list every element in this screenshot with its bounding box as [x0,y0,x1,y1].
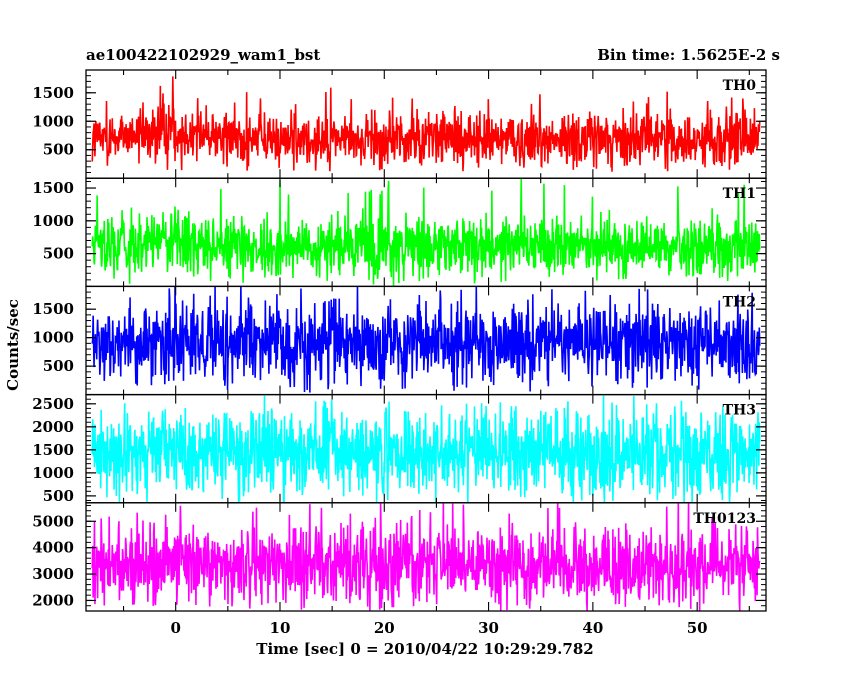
y-tick-label: 2000 [32,418,74,436]
x-tick-label: 20 [374,619,395,637]
y-axis-label: Counts/sec [4,299,22,391]
x-tick-label: 0 [170,619,180,637]
x-tick-label: 30 [478,619,499,637]
panel-th0123: 2000 3000 4000 5000 TH0123 [32,502,767,612]
panel-label-th3: TH3 [723,403,756,419]
y-tick-label: 3000 [32,565,74,583]
series-th0123-line [91,502,761,611]
y-tick-label: 500 [43,487,74,505]
series-th3-line [91,395,761,503]
panel-th1: 500 1000 1500 TH1 [32,177,767,288]
y-tick-label: 500 [43,141,74,159]
panels-layer: 500 1000 1500 TH0 500 1000 1500 TH1 500 1000 1500 T… [32,69,767,612]
chart-title-left: ae100422102929_wam1_bst [86,46,320,64]
x-tick-label: 50 [687,619,708,637]
x-tick-label: 10 [270,619,291,637]
panel-th2: 500 1000 1500 TH2 [32,285,767,396]
y-tick-label: 1000 [32,464,74,482]
panel-label-th2: TH2 [723,294,756,310]
y-tick-label: 1500 [32,441,74,459]
series-th1-line [91,178,761,287]
y-tick-label: 1500 [32,300,74,318]
series-th0-line [91,76,761,172]
y-tick-label: 500 [43,357,74,375]
y-tick-label: 1000 [32,212,74,230]
panel-label-th1: TH1 [723,186,756,202]
series-th2-line [91,286,761,393]
y-tick-label: 1500 [32,179,74,197]
y-tick-label: 2000 [32,591,74,609]
y-tick-label: 1000 [32,112,74,130]
panel-th3: 500 1000 1500 2000 2500 TH3 [32,393,767,505]
y-tick-label: 500 [43,245,74,263]
panel-label-th0123: TH0123 [693,511,756,527]
panel-frame [85,502,767,612]
panel-label-th0: TH0 [723,78,757,94]
y-tick-label: 4000 [32,539,74,557]
y-tick-label: 1000 [32,329,74,347]
y-tick-label: 2500 [32,395,74,413]
x-axis-label: Time [sec] 0 = 2010/04/22 10:29:29.782 [256,640,593,658]
panel-th0: 500 1000 1500 TH0 [32,69,767,179]
x-axis: 0 10 20 30 40 50 [170,619,707,637]
y-tick-label: 1500 [32,84,74,102]
y-tick-label: 5000 [32,512,74,530]
chart-title-right: Bin time: 1.5625E-2 s [597,46,780,64]
x-tick-label: 40 [582,619,603,637]
